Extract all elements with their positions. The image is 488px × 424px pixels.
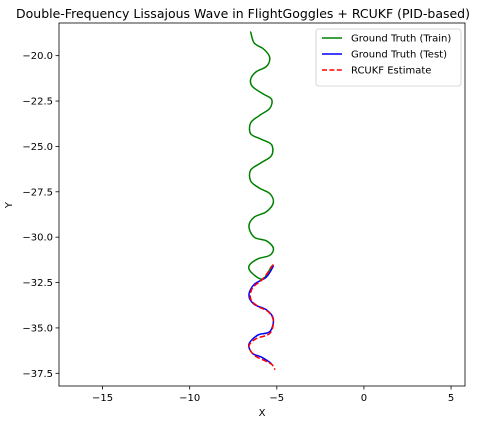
x-tick-label: −15: [92, 393, 113, 404]
legend-label-1: Ground Truth (Train): [351, 34, 451, 45]
series-line-1: [247, 31, 275, 280]
y-tick-label: −35.0: [22, 323, 53, 334]
x-axis-label: X: [259, 408, 266, 419]
legend-label-2: Ground Truth (Test): [351, 50, 447, 61]
x-tick-label: −5: [269, 393, 284, 404]
y-tick-label: −27.5: [22, 187, 53, 198]
y-tick-label: −22.5: [22, 97, 53, 108]
y-tick-label: −25.0: [22, 142, 53, 153]
y-tick-label: −37.5: [22, 369, 53, 380]
x-tick-label: 5: [448, 393, 454, 404]
plot-area: [247, 31, 276, 371]
plot-frame: [58, 22, 466, 387]
legend: Ground Truth (Train) Ground Truth (Test) R…: [315, 28, 462, 87]
y-axis-label: Y: [4, 201, 15, 209]
x-tick-label: −10: [179, 393, 200, 404]
y-tick-label: −30.0: [22, 233, 53, 244]
y-tick-label: −32.5: [22, 278, 53, 289]
x-tick-label: 0: [361, 393, 367, 404]
series-line-3: [248, 263, 276, 371]
axes: −15 −10 −5 0 5 −20.0 −22.5 −25.0 −27.5 −30.0 −32.5…: [22, 22, 466, 404]
y-tick-label: −20.0: [22, 51, 53, 62]
legend-label-3: RCUKF Estimate: [351, 66, 431, 77]
legend-box: [315, 28, 462, 87]
chart-title: Double-Frequency Lissajous Wave in Fligh…: [16, 6, 470, 21]
